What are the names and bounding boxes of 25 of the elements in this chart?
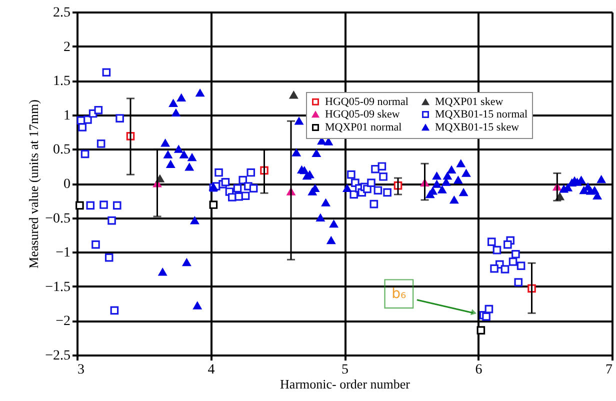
y-tick-label: 0.5: [53, 142, 70, 158]
legend-label: MQXP01 normal: [325, 122, 402, 134]
legend-label: MQXP01 skew: [435, 96, 504, 108]
y-tick-label: 2: [64, 40, 70, 55]
legend-label: HGQ05-09 skew: [325, 108, 400, 120]
x-tick-label: 5: [342, 362, 348, 378]
x-tick-label: 7: [606, 362, 612, 378]
legend-label: MQXB01-15 normal: [435, 108, 528, 120]
x-tick-label: 4: [208, 362, 215, 378]
y-tick-label: −1: [56, 246, 70, 261]
x-axis-title: Harmonic- order number: [280, 376, 411, 392]
y-tick-label: −1.5: [45, 280, 70, 295]
y-tick-label: 1.5: [53, 74, 70, 90]
legend-label: HGQ05-09 normal: [325, 96, 408, 108]
annotation: b₆: [392, 286, 407, 302]
y-tick-label: −0.5: [45, 211, 70, 226]
y-tick-label: 2.5: [53, 6, 70, 20]
y-tick-label: 0: [64, 177, 70, 192]
y-axis-title: Measured value (units at 17mm): [26, 100, 42, 268]
x-tick-label: 3: [78, 362, 84, 378]
y-tick-label: −2: [56, 314, 70, 330]
y-tick-label: −2.5: [45, 348, 70, 364]
y-tick-label: 1: [64, 108, 70, 124]
x-tick-label: 6: [475, 362, 482, 378]
legend-label: MQXB01-15 skew: [435, 122, 520, 134]
